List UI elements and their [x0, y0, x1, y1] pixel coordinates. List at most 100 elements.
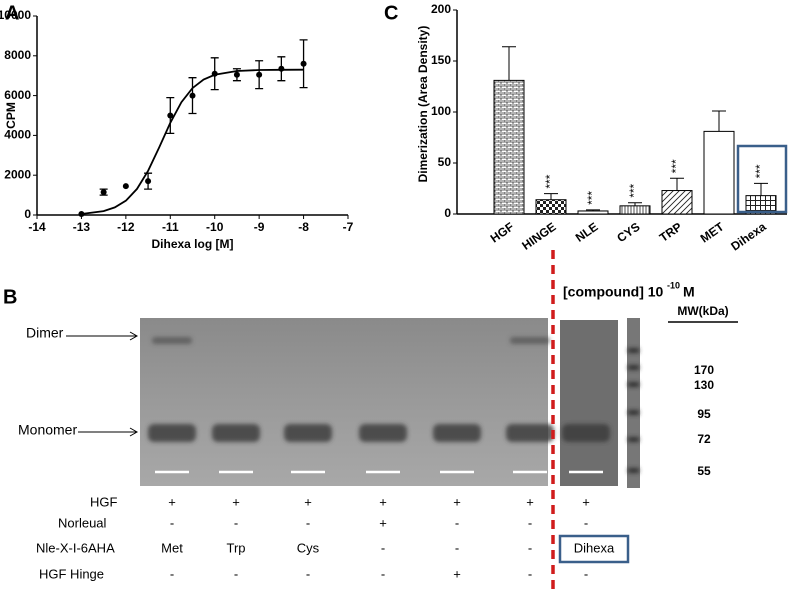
x-tick-label: HINGE [519, 220, 558, 253]
x-tick-label: NLE [573, 220, 601, 245]
significance: *** [585, 191, 599, 205]
condition-cell: + [582, 494, 590, 509]
error-bar [586, 209, 600, 211]
x-tick-label: -7 [343, 220, 354, 234]
monomer-band [359, 424, 407, 442]
condition-cell: Met [161, 540, 183, 555]
condition-cell: - [306, 566, 310, 581]
monomer-band [148, 424, 196, 442]
ladder-band [628, 468, 639, 473]
ladder-image [627, 318, 640, 488]
monomer-band [433, 424, 481, 442]
data-point [233, 71, 240, 78]
monomer-band [506, 424, 554, 442]
error-bar [670, 177, 684, 191]
x-tick-label: -8 [298, 220, 309, 234]
condition-cell: - [528, 566, 532, 581]
condition-cell: - [170, 566, 174, 581]
x-tick-label: -11 [162, 220, 179, 234]
condition-cell: Cys [297, 540, 320, 555]
dimer-band [152, 337, 192, 344]
x-tick-label: -10 [206, 220, 224, 234]
dihexa-box [558, 534, 630, 564]
significance: *** [543, 174, 557, 188]
condition-cell: - [455, 515, 459, 530]
y-tick-label: 200 [431, 2, 451, 16]
ladder-band [628, 365, 639, 370]
y-tick-label: 8000 [4, 48, 31, 62]
x-tick-label: Dihexa [728, 219, 769, 253]
y-tick-label: 50 [438, 155, 452, 169]
x-tick-label: HGF [488, 220, 517, 246]
ladder-band [628, 348, 639, 353]
data-point [167, 112, 174, 119]
gel-image-dihexa [560, 320, 618, 486]
panel-label: B [3, 286, 17, 308]
condition-cell: - [455, 540, 459, 555]
condition-cell: - [234, 566, 238, 581]
compound-label: [compound] 10 [563, 284, 664, 300]
condition-cell: - [584, 566, 588, 581]
mw-marker: 55 [697, 464, 711, 478]
significance: *** [669, 159, 683, 173]
data-point [189, 92, 196, 99]
data-point [256, 71, 263, 78]
condition-cell: Trp [226, 540, 245, 555]
x-axis-title: Dihexa log [M] [151, 237, 233, 251]
condition-cell: - [528, 540, 532, 555]
mw-marker: 72 [697, 432, 711, 446]
condition-cell: - [170, 515, 174, 530]
y-tick-label: 6000 [4, 88, 31, 102]
x-tick-label: TRP [657, 220, 685, 245]
condition-label: Norleual [58, 515, 107, 530]
x-tick-label: -12 [117, 220, 135, 234]
panel-label: A [5, 2, 19, 24]
mw-header: MW(kDa) [677, 304, 728, 318]
bar [577, 210, 609, 215]
condition-cell: + [453, 494, 461, 509]
y-tick-label: 0 [444, 206, 451, 220]
ladder-band [628, 410, 639, 415]
ladder-band [628, 437, 639, 442]
condition-cell: - [584, 515, 588, 530]
compound-unit: M [683, 284, 695, 300]
x-tick-label: -13 [73, 220, 91, 234]
data-point [278, 65, 285, 72]
condition-cell: + [379, 515, 387, 530]
error-bar [754, 182, 768, 196]
y-axis-title: CPM [4, 102, 18, 129]
dimer-band [510, 337, 550, 344]
condition-cell: - [306, 515, 310, 530]
gel-image [140, 318, 548, 486]
error-bar [712, 110, 726, 132]
bar [703, 130, 735, 215]
bar [619, 205, 651, 215]
highlight-box [736, 144, 788, 214]
condition-label: HGF [90, 494, 118, 509]
bar [493, 79, 525, 215]
fit-curve [81, 68, 304, 215]
condition-cell: + [379, 494, 387, 509]
compound-exponent: -10 [667, 280, 680, 290]
condition-label: HGF Hinge [39, 566, 104, 581]
condition-cell: - [381, 566, 385, 581]
condition-cell: + [232, 494, 240, 509]
data-point [300, 60, 307, 67]
condition-cell: + [453, 566, 461, 581]
condition-cell: Dihexa [574, 540, 615, 555]
ladder-band [628, 382, 639, 387]
y-axis-title: Dimerization (Area Density) [416, 26, 430, 183]
data-point [78, 211, 85, 218]
monomer-band [562, 424, 610, 442]
condition-label: Nle-X-I-6AHA [36, 540, 115, 555]
monomer-label: Monomer [18, 422, 77, 438]
y-tick-label: 2000 [4, 167, 31, 181]
y-tick-label: 10000 [0, 8, 31, 22]
monomer-band [284, 424, 332, 442]
data-point [122, 183, 129, 190]
x-tick-label: -14 [28, 220, 46, 234]
condition-cell: - [234, 515, 238, 530]
mw-marker: 95 [697, 407, 711, 421]
condition-cell: - [381, 540, 385, 555]
